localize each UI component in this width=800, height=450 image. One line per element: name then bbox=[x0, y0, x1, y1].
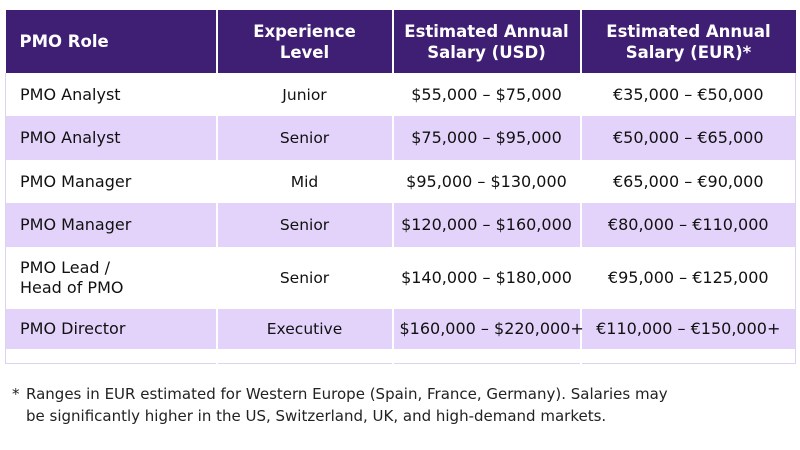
header-experience-level: Experience Level bbox=[216, 10, 394, 73]
level-cell: Senior bbox=[216, 247, 394, 309]
role-cell: PMO Manager bbox=[5, 160, 218, 203]
eur-cell: €110,000 – €150,000+ bbox=[580, 309, 796, 349]
header-pmo-role: PMO Role bbox=[5, 10, 218, 73]
header-row: PMO Role Experience Level Estimated Annu… bbox=[5, 10, 796, 73]
level-cell: Senior bbox=[216, 203, 394, 247]
empty-cell bbox=[5, 349, 218, 364]
role-text: PMO Analyst bbox=[20, 84, 121, 104]
table-header: PMO Role Experience Level Estimated Annu… bbox=[5, 10, 796, 73]
footnote: * Ranges in EUR estimated for Western Eur… bbox=[12, 383, 772, 427]
table-row: PMO Director Executive $160,000 – $220,0… bbox=[5, 309, 796, 349]
usd-cell: $120,000 – $160,000 bbox=[392, 203, 582, 247]
usd-cell: $140,000 – $180,000 bbox=[392, 247, 582, 309]
level-cell: Executive bbox=[216, 309, 394, 349]
role-text: PMO Analyst bbox=[20, 128, 121, 147]
table-row: PMO Lead / Head of PMO Senior $140,000 –… bbox=[5, 247, 796, 309]
table-row: PMO Analyst Junior $55,000 – $75,000 €35… bbox=[5, 73, 796, 116]
eur-cell: €35,000 – €50,000 bbox=[580, 73, 796, 116]
table-row: PMO Manager Mid $95,000 – $130,000 €65,0… bbox=[5, 160, 796, 203]
table-body: PMO Analyst Junior $55,000 – $75,000 €35… bbox=[5, 73, 796, 364]
table-row: PMO Manager Senior $120,000 – $160,000 €… bbox=[5, 203, 796, 247]
footnote-marker: * bbox=[12, 385, 20, 403]
usd-cell: $95,000 – $130,000 bbox=[392, 160, 582, 203]
role-cell: PMO Analyst bbox=[5, 116, 218, 160]
role-cell: PMO Director bbox=[5, 309, 218, 349]
level-cell: Junior bbox=[216, 73, 394, 116]
empty-cell bbox=[216, 349, 394, 364]
eur-cell: €50,000 – €65,000 bbox=[580, 116, 796, 160]
empty-cell bbox=[392, 349, 582, 364]
empty-row bbox=[5, 349, 796, 364]
role-cell: PMO Lead / Head of PMO bbox=[5, 247, 218, 309]
role-text-line-1: PMO Lead / bbox=[20, 258, 111, 277]
table-row: PMO Analyst Senior $75,000 – $95,000 €50… bbox=[5, 116, 796, 160]
role-cell: PMO Manager bbox=[5, 203, 218, 247]
usd-cell: $75,000 – $95,000 bbox=[392, 116, 582, 160]
eur-cell: €80,000 – €110,000 bbox=[580, 203, 796, 247]
footnote-line-2: be significantly higher in the US, Switz… bbox=[12, 405, 772, 427]
role-text: PMO Manager bbox=[20, 215, 132, 234]
level-cell: Mid bbox=[216, 160, 394, 203]
role-cell: PMO Analyst bbox=[5, 73, 218, 116]
usd-cell: $160,000 – $220,000+ bbox=[392, 309, 584, 349]
header-salary-usd: Estimated Annual Salary (USD) bbox=[392, 10, 582, 73]
salary-table: PMO Role Experience Level Estimated Annu… bbox=[5, 10, 796, 364]
footnote-text-1: Ranges in EUR estimated for Western Euro… bbox=[26, 385, 668, 403]
eur-cell: €95,000 – €125,000 bbox=[580, 247, 796, 309]
footnote-line-1: * Ranges in EUR estimated for Western Eur… bbox=[12, 383, 772, 405]
header-salary-eur: Estimated Annual Salary (EUR)* bbox=[580, 10, 796, 73]
role-text-line-2: Head of PMO bbox=[20, 278, 124, 297]
level-cell: Senior bbox=[216, 116, 394, 160]
empty-cell bbox=[580, 349, 796, 364]
role-text: PMO Director bbox=[20, 319, 126, 338]
eur-cell: €65,000 – €90,000 bbox=[580, 160, 796, 203]
role-text: PMO Manager bbox=[20, 171, 132, 191]
usd-cell: $55,000 – $75,000 bbox=[392, 73, 582, 116]
footnote-text-2: be significantly higher in the US, Switz… bbox=[26, 407, 607, 425]
